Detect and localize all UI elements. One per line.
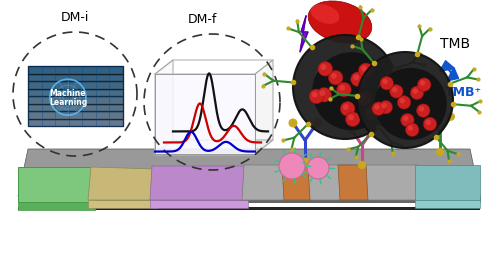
- Circle shape: [343, 104, 348, 110]
- Circle shape: [309, 89, 324, 104]
- Circle shape: [398, 96, 411, 109]
- Circle shape: [317, 88, 332, 102]
- Circle shape: [360, 94, 366, 100]
- Text: DM-f: DM-f: [188, 13, 216, 26]
- FancyBboxPatch shape: [28, 74, 123, 81]
- FancyBboxPatch shape: [28, 111, 123, 118]
- Ellipse shape: [310, 4, 340, 24]
- Polygon shape: [282, 165, 310, 200]
- Circle shape: [361, 66, 367, 72]
- Circle shape: [418, 78, 431, 91]
- FancyBboxPatch shape: [28, 103, 123, 111]
- Polygon shape: [155, 140, 273, 154]
- Circle shape: [416, 104, 430, 117]
- Circle shape: [412, 89, 418, 94]
- Polygon shape: [155, 74, 255, 154]
- Circle shape: [448, 113, 454, 120]
- Circle shape: [382, 79, 388, 84]
- Polygon shape: [18, 196, 480, 202]
- Circle shape: [408, 125, 413, 131]
- Circle shape: [289, 119, 296, 127]
- Circle shape: [320, 90, 326, 96]
- Circle shape: [331, 73, 336, 79]
- FancyBboxPatch shape: [28, 81, 123, 89]
- Circle shape: [293, 35, 397, 139]
- Circle shape: [314, 119, 321, 127]
- Circle shape: [436, 149, 444, 155]
- Circle shape: [312, 92, 318, 97]
- Text: DM-i: DM-i: [61, 11, 89, 24]
- Circle shape: [410, 86, 424, 100]
- Circle shape: [357, 52, 453, 148]
- Circle shape: [390, 85, 403, 98]
- Text: TMB: TMB: [440, 37, 470, 51]
- Polygon shape: [242, 165, 420, 200]
- Circle shape: [312, 52, 390, 130]
- Polygon shape: [18, 202, 95, 210]
- Text: TMB⁺: TMB⁺: [444, 85, 482, 99]
- Polygon shape: [255, 60, 273, 154]
- Polygon shape: [88, 200, 158, 208]
- Circle shape: [358, 91, 372, 106]
- Circle shape: [400, 113, 414, 127]
- Circle shape: [320, 64, 326, 70]
- Circle shape: [419, 106, 424, 112]
- FancyBboxPatch shape: [28, 89, 123, 96]
- Circle shape: [374, 104, 380, 110]
- FancyBboxPatch shape: [28, 96, 123, 103]
- Polygon shape: [18, 149, 480, 196]
- Circle shape: [339, 85, 345, 91]
- Circle shape: [346, 112, 360, 127]
- Polygon shape: [155, 60, 273, 74]
- Circle shape: [382, 103, 387, 108]
- Polygon shape: [88, 167, 158, 200]
- Ellipse shape: [378, 75, 402, 95]
- Circle shape: [375, 68, 447, 140]
- Circle shape: [358, 63, 373, 78]
- Polygon shape: [155, 60, 173, 154]
- Polygon shape: [300, 16, 308, 52]
- Circle shape: [370, 126, 376, 133]
- Polygon shape: [150, 200, 248, 208]
- Circle shape: [426, 120, 431, 125]
- Circle shape: [318, 62, 332, 76]
- FancyArrowPatch shape: [440, 61, 458, 80]
- Circle shape: [358, 162, 366, 168]
- Circle shape: [380, 77, 394, 90]
- Circle shape: [426, 113, 432, 120]
- Circle shape: [348, 126, 354, 133]
- Circle shape: [340, 102, 355, 116]
- Circle shape: [423, 117, 436, 131]
- Circle shape: [354, 74, 359, 80]
- Circle shape: [379, 101, 392, 114]
- Circle shape: [301, 158, 309, 166]
- Circle shape: [372, 102, 386, 115]
- Polygon shape: [150, 166, 248, 200]
- Text: Machine: Machine: [50, 89, 86, 98]
- Ellipse shape: [308, 1, 372, 43]
- Circle shape: [348, 114, 354, 120]
- Polygon shape: [338, 165, 368, 200]
- Text: Learning: Learning: [49, 98, 87, 107]
- Circle shape: [420, 80, 425, 86]
- Ellipse shape: [316, 60, 341, 81]
- Circle shape: [279, 153, 305, 179]
- FancyBboxPatch shape: [28, 66, 123, 126]
- FancyBboxPatch shape: [28, 66, 123, 74]
- Circle shape: [328, 70, 343, 85]
- Circle shape: [403, 116, 408, 121]
- FancyBboxPatch shape: [28, 118, 123, 126]
- Circle shape: [365, 106, 380, 120]
- Polygon shape: [415, 165, 480, 200]
- Circle shape: [406, 123, 419, 137]
- Circle shape: [336, 82, 351, 97]
- Circle shape: [400, 98, 405, 103]
- Circle shape: [368, 108, 373, 114]
- Polygon shape: [18, 207, 480, 210]
- Polygon shape: [415, 200, 480, 208]
- Circle shape: [350, 72, 366, 86]
- Circle shape: [307, 157, 329, 179]
- Circle shape: [392, 87, 398, 92]
- Polygon shape: [18, 167, 95, 202]
